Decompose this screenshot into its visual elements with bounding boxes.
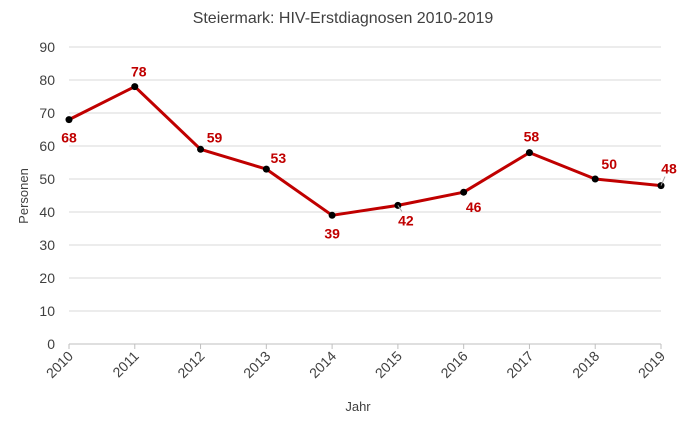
x-tick-label: 2015 [372, 348, 405, 381]
x-tick-label: 2018 [569, 348, 602, 381]
data-point [328, 211, 336, 219]
y-tick-label: 70 [39, 105, 55, 121]
y-tick-label: 10 [39, 303, 55, 319]
series-line [67, 85, 663, 217]
label-leader-line [660, 176, 666, 186]
y-tick-label: 60 [39, 138, 55, 154]
data-point [262, 165, 270, 173]
x-tick-label: 2010 [43, 348, 76, 381]
x-tick-label: 2017 [503, 348, 536, 381]
data-point [131, 83, 139, 91]
data-label: 48 [661, 161, 677, 177]
data-point [65, 116, 73, 124]
data-label: 42 [398, 212, 414, 228]
y-tick-label: 30 [39, 237, 55, 253]
x-axis-title: Jahr [345, 399, 371, 414]
x-tick-label: 2013 [240, 348, 273, 381]
y-tick-label: 90 [39, 39, 55, 55]
gridlines [69, 46, 661, 345]
data-point [525, 149, 533, 157]
x-tick-label: 2011 [109, 348, 142, 381]
x-axis-ticks: 2010 2011 2012 2013 2014 2015 2016 2017 2018 2019 [43, 344, 668, 381]
data-label: 59 [207, 129, 223, 145]
x-tick-label: 2016 [437, 348, 470, 381]
data-label: 39 [324, 225, 340, 241]
y-tick-label: 50 [39, 171, 55, 187]
y-tick-label: 40 [39, 204, 55, 220]
data-label: 58 [524, 129, 540, 145]
y-tick-label: 0 [47, 336, 55, 352]
y-tick-label: 20 [39, 270, 55, 286]
data-label: 46 [466, 199, 482, 215]
data-label: 50 [601, 156, 617, 172]
x-tick-label: 2012 [174, 348, 207, 381]
data-point [197, 145, 205, 153]
data-label: 53 [271, 150, 287, 166]
data-point [591, 175, 599, 183]
data-point [460, 188, 468, 196]
x-tick-label: 2014 [306, 348, 339, 381]
data-markers [65, 83, 665, 219]
series-line-layer [67, 85, 663, 217]
y-tick-label: 80 [39, 72, 55, 88]
x-tick-label: 2019 [635, 348, 668, 381]
chart-title: Steiermark: HIV-Erstdiagnosen 2010-2019 [193, 10, 494, 27]
data-labels: 68 78 59 53 39 42 46 58 50 48 [61, 64, 677, 242]
data-label: 68 [61, 130, 77, 146]
y-axis-ticks: 0 10 20 30 40 50 60 70 80 90 [39, 39, 55, 352]
data-label: 78 [131, 64, 147, 80]
y-axis-title: Personen [16, 168, 31, 224]
label-leader-line [397, 205, 403, 212]
